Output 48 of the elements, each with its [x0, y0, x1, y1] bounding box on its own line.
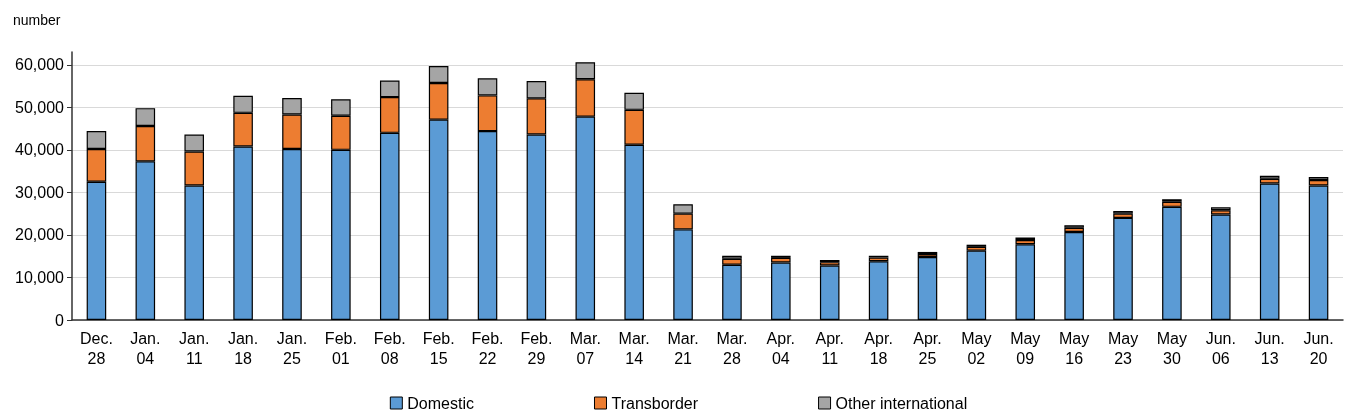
y-tick-label: 30,000 — [15, 183, 65, 201]
y-axis-title: number — [13, 12, 61, 28]
x-tick-label: May 02 — [961, 329, 992, 367]
x-tick-label: Feb. 01 — [324, 329, 357, 367]
legend-label: Domestic — [407, 394, 474, 412]
x-tick-label: Feb. 29 — [520, 329, 553, 367]
x-tick-label: Jan. 18 — [227, 329, 259, 367]
x-tick-label: May 16 — [1059, 329, 1090, 367]
bar — [771, 262, 791, 320]
bar — [966, 250, 987, 320]
x-tick-label: Jan. 11 — [179, 329, 210, 367]
x-tick-label: Jan. 04 — [130, 329, 161, 367]
x-tick-label: Mar. 21 — [667, 329, 699, 367]
y-tick-label: 50,000 — [15, 98, 65, 116]
y-tick-label: 10,000 — [15, 268, 65, 286]
bar — [1113, 217, 1133, 320]
y-tick-label: 20,000 — [15, 226, 65, 244]
bar — [819, 265, 840, 320]
legend-label: Transborder — [611, 394, 699, 412]
y-tick-label: 60,000 — [15, 56, 65, 74]
x-tick-label: May 09 — [1010, 329, 1041, 367]
x-tick-label: Jan. 25 — [276, 329, 308, 367]
legend-label: Other international — [835, 394, 968, 412]
bar — [1211, 214, 1231, 320]
x-tick-label: Dec. 28 — [79, 329, 113, 367]
x-tick-label: Apr. 18 — [864, 329, 893, 367]
bar — [1064, 231, 1084, 320]
x-tick-label: Feb. 08 — [373, 329, 406, 367]
x-tick-label: Apr. 11 — [815, 329, 844, 367]
bar — [1015, 244, 1036, 320]
bar — [868, 261, 889, 320]
y-tick-label: 40,000 — [15, 141, 65, 159]
bar — [917, 257, 938, 320]
x-tick-label: Jun. 20 — [1303, 329, 1334, 367]
x-tick-label: May 23 — [1107, 329, 1139, 367]
x-tick-label: Feb. 22 — [471, 329, 504, 367]
x-tick-label: May 30 — [1156, 329, 1188, 367]
bar — [1259, 183, 1280, 320]
x-tick-label: Mar. 14 — [618, 329, 650, 367]
y-tick-label: 0 — [55, 311, 65, 329]
x-tick-label: Jun. 06 — [1205, 329, 1236, 367]
x-tick-label: Mar. 07 — [569, 329, 601, 367]
x-tick-label: Mar. 28 — [716, 329, 748, 367]
x-tick-label: Apr. 04 — [766, 329, 796, 367]
bar — [1162, 206, 1182, 320]
x-tick-label: Apr. 25 — [913, 329, 942, 367]
x-tick-label: Feb. 15 — [422, 329, 455, 367]
x-tick-label: Jun. 13 — [1254, 329, 1285, 367]
